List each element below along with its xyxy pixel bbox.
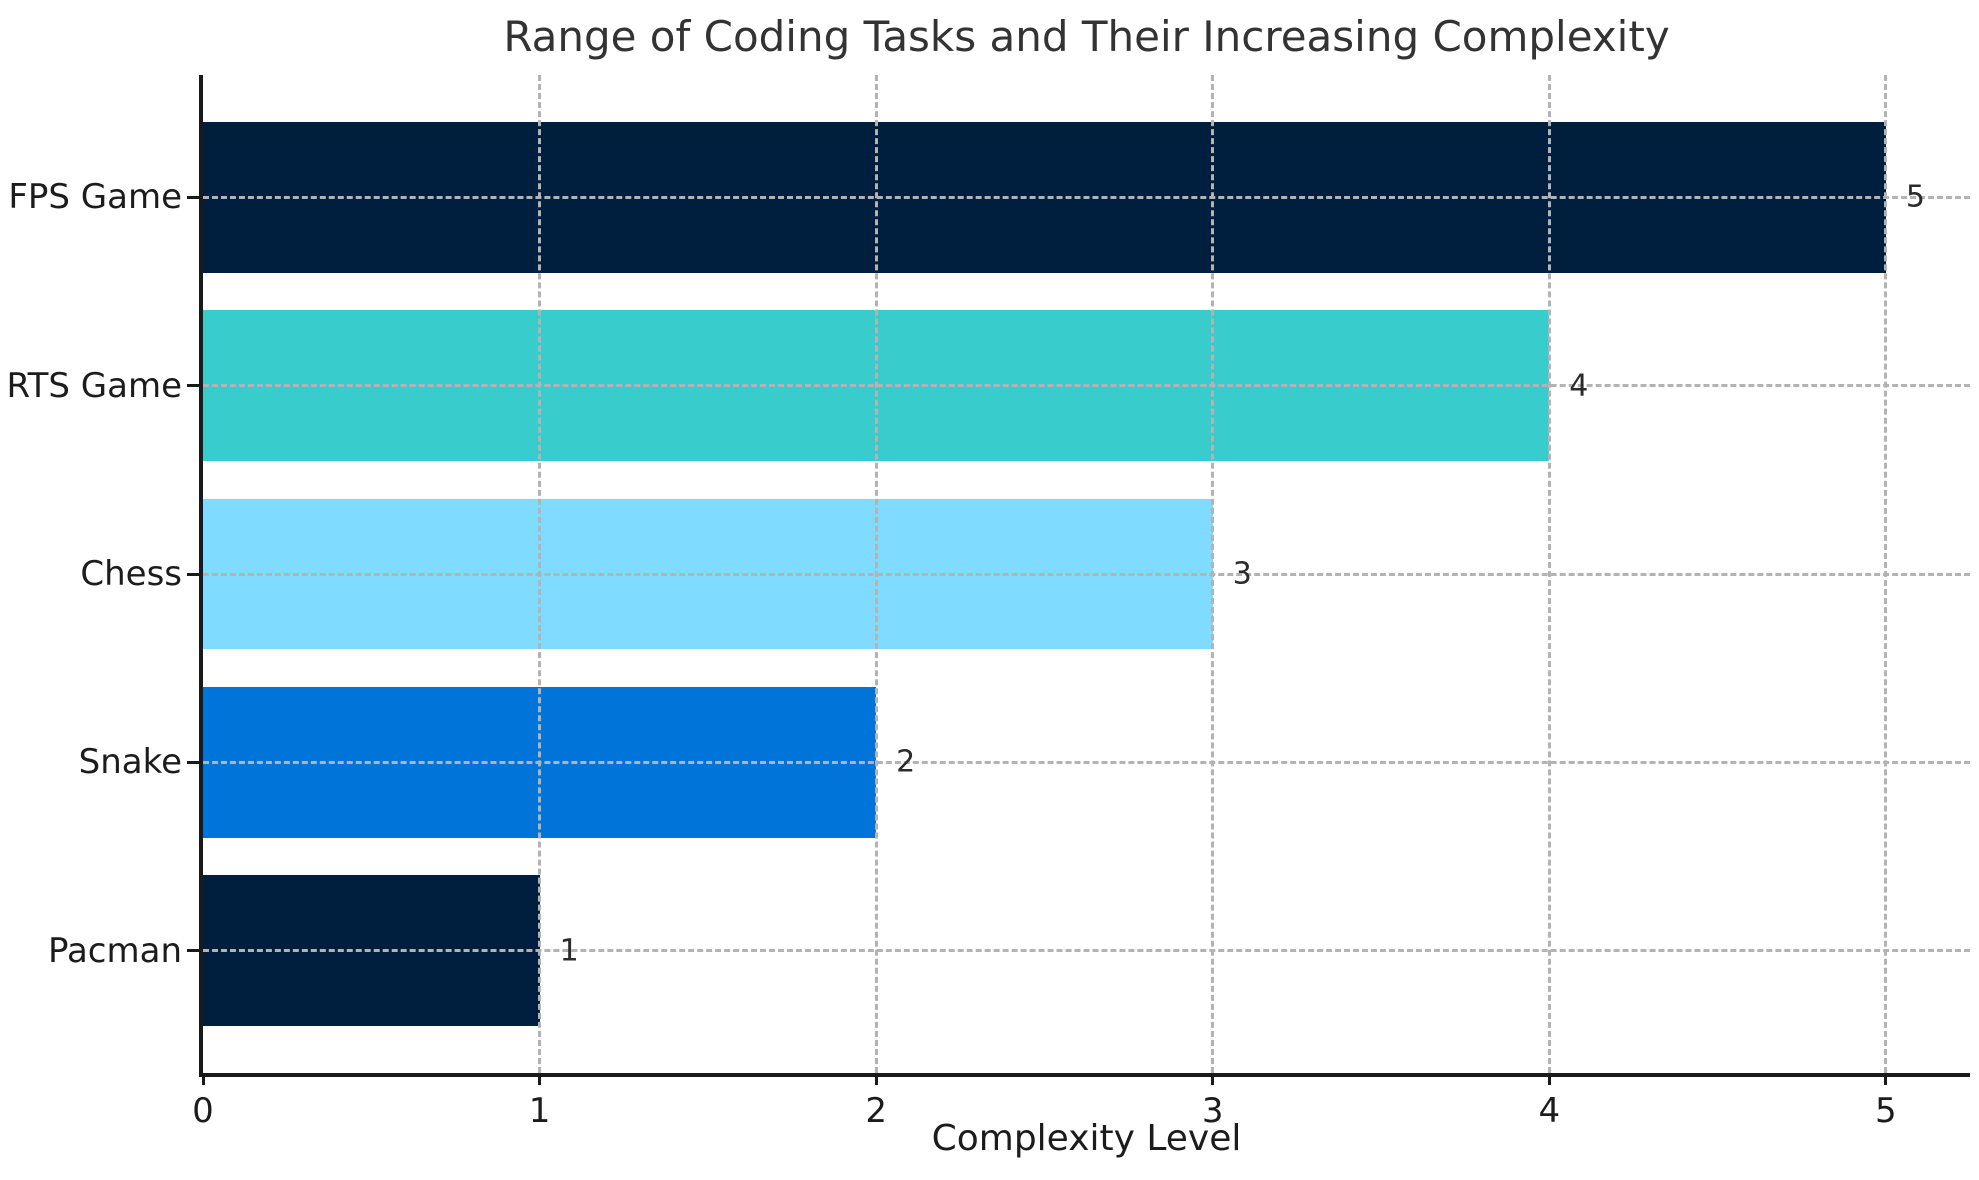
y-tick-mark-pacman <box>187 949 199 953</box>
gridline-y-chess <box>203 572 1970 576</box>
x-tick-mark-3 <box>1211 1073 1215 1085</box>
y-axis-spine <box>199 75 203 1077</box>
x-tick-mark-0 <box>201 1073 205 1085</box>
bar-value-label-snake: 2 <box>896 744 916 780</box>
x-tick-label-2: 2 <box>865 1091 887 1131</box>
x-tick-mark-4 <box>1547 1073 1551 1085</box>
x-axis-label: Complexity Level <box>931 1118 1242 1159</box>
y-tick-label-chess: Chess <box>80 554 182 594</box>
bar-value-label-chess: 3 <box>1232 556 1252 592</box>
y-tick-mark-rts-game <box>187 384 199 388</box>
x-axis-spine <box>199 1073 1970 1077</box>
bar-value-label-fps-game: 5 <box>1905 179 1925 215</box>
x-tick-mark-5 <box>1884 1073 1888 1085</box>
y-tick-mark-chess <box>187 572 199 576</box>
gridline-y-fps-game <box>203 195 1970 199</box>
x-tick-label-4: 4 <box>1538 1091 1561 1131</box>
gridline-y-pacman <box>203 949 1970 953</box>
y-tick-mark-snake <box>187 760 199 764</box>
x-tick-label-0: 0 <box>192 1091 214 1131</box>
x-tick-label-5: 5 <box>1875 1091 1897 1131</box>
x-tick-mark-1 <box>538 1073 542 1085</box>
y-tick-label-fps-game: FPS Game <box>8 177 182 218</box>
gridline-y-rts-game <box>203 384 1970 388</box>
bar-value-label-rts-game: 4 <box>1569 368 1589 404</box>
plot-area: 0 1 2 3 4 5 FPS Game 5 RTS Game 4 Chess 3 Snake 2 Pacm… <box>6 75 1970 1131</box>
gridline-y-snake <box>203 760 1970 764</box>
y-tick-label-snake: Snake <box>78 742 182 783</box>
bar-value-label-pacman: 1 <box>559 933 579 969</box>
y-tick-label-rts-game: RTS Game <box>6 365 182 406</box>
x-tick-label-1: 1 <box>528 1091 551 1131</box>
x-tick-label-3: 3 <box>1201 1091 1224 1131</box>
y-tick-mark-fps-game <box>187 195 199 199</box>
x-tick-mark-2 <box>874 1073 878 1085</box>
chart-title: Range of Coding Tasks and Their Increasi… <box>503 12 1670 61</box>
y-tick-label-pacman: Pacman <box>47 930 182 971</box>
